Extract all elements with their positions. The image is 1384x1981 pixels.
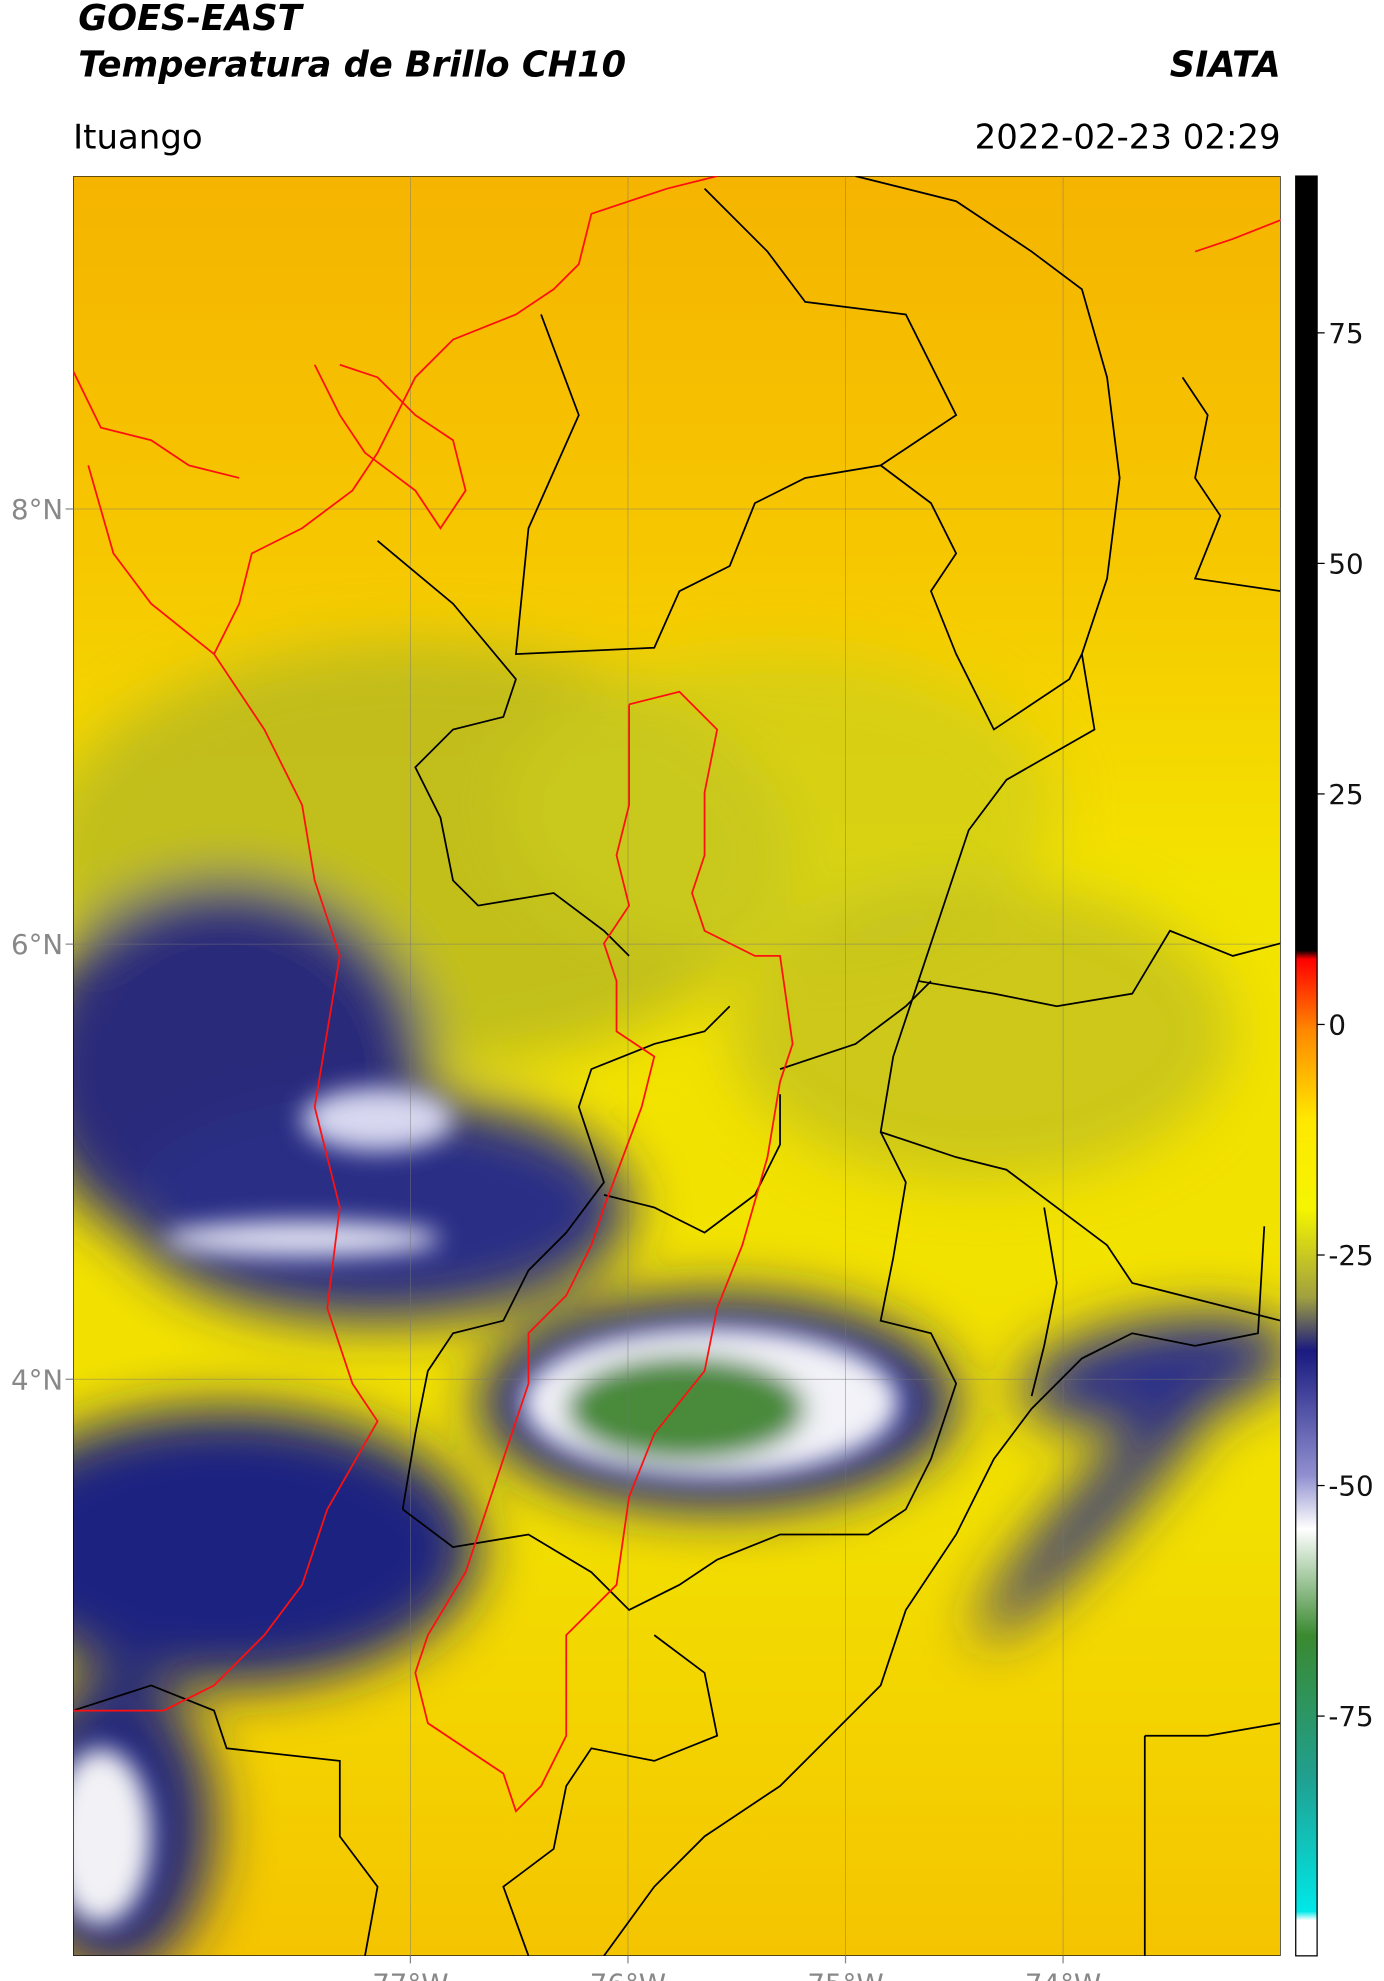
subtitle: Temperatura de Brillo CH10 (78, 45, 626, 86)
location: Ituango (73, 117, 203, 157)
brand: SIATA (1170, 45, 1281, 86)
y-tick-label: 4°N (11, 1363, 63, 1396)
x-tick-label: 77°W (372, 1968, 448, 1981)
y-tick-label: 8°N (11, 493, 63, 526)
colorbar-label: 25 (1328, 778, 1363, 811)
title: GOES-EAST (78, 0, 304, 39)
borders (73, 176, 1281, 1956)
colorbar-label: 0 (1328, 1009, 1346, 1042)
colorbar-label: 75 (1328, 317, 1363, 350)
colorbar-label: -50 (1328, 1470, 1373, 1503)
x-tick-label: 75°W (807, 1968, 883, 1981)
y-tick-label: 6°N (11, 928, 63, 961)
colorbar-label: -25 (1328, 1239, 1373, 1272)
x-tick-label: 76°W (590, 1968, 666, 1981)
timestamp: 2022-02-23 02:29 (975, 117, 1281, 157)
colorbar (1295, 175, 1318, 1957)
colorbar-label: 50 (1328, 547, 1363, 580)
colorbar-label: -75 (1328, 1700, 1373, 1733)
x-tick-label: 74°W (1025, 1968, 1101, 1981)
red-outlines (73, 176, 1281, 1813)
map-image (73, 176, 1281, 1956)
